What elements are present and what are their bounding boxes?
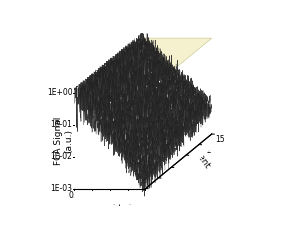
Polygon shape	[132, 40, 203, 157]
Polygon shape	[81, 83, 152, 199]
Text: 0.2: 0.2	[104, 191, 116, 200]
Text: 9: 9	[190, 156, 195, 165]
Polygon shape	[123, 47, 195, 164]
Text: Time ( μs): Time ( μs)	[87, 198, 133, 206]
Text: 1E-02: 1E-02	[51, 152, 73, 161]
Polygon shape	[117, 53, 188, 169]
Polygon shape	[126, 46, 197, 162]
Polygon shape	[74, 38, 212, 93]
Polygon shape	[106, 62, 178, 178]
Polygon shape	[141, 34, 212, 150]
Polygon shape	[102, 65, 173, 182]
Polygon shape	[76, 86, 148, 203]
Polygon shape	[78, 84, 150, 201]
Polygon shape	[89, 76, 161, 192]
Text: 0.3: 0.3	[122, 191, 134, 200]
Polygon shape	[134, 39, 205, 155]
Polygon shape	[96, 70, 167, 187]
Polygon shape	[83, 81, 154, 198]
Polygon shape	[136, 37, 208, 154]
Polygon shape	[111, 58, 182, 175]
Polygon shape	[115, 55, 186, 171]
Text: 0.1: 0.1	[86, 191, 98, 200]
Text: 1E-01: 1E-01	[51, 120, 73, 129]
Polygon shape	[85, 79, 156, 196]
Text: 1E-03: 1E-03	[51, 184, 73, 193]
Polygon shape	[138, 35, 210, 152]
Text: 3: 3	[162, 179, 167, 188]
Polygon shape	[108, 60, 180, 176]
Polygon shape	[93, 72, 165, 189]
Text: FCA Signal
(a.u.): FCA Signal (a.u.)	[54, 116, 73, 165]
Text: 12: 12	[203, 146, 212, 155]
Polygon shape	[121, 49, 193, 166]
Polygon shape	[113, 56, 184, 173]
Polygon shape	[130, 42, 201, 159]
Polygon shape	[74, 88, 146, 204]
Polygon shape	[128, 44, 199, 160]
Text: 1E+00: 1E+00	[47, 88, 73, 97]
Text: 6: 6	[175, 169, 180, 178]
Polygon shape	[119, 51, 190, 168]
Polygon shape	[91, 74, 163, 190]
Text: 0.0: 0.0	[68, 191, 80, 200]
Text: 0: 0	[149, 190, 154, 199]
Polygon shape	[87, 77, 158, 194]
Polygon shape	[100, 67, 171, 183]
Text: 15: 15	[215, 135, 225, 144]
Text: 0.4: 0.4	[139, 191, 151, 200]
Text: Movement
(μm): Movement (μm)	[168, 126, 211, 176]
Polygon shape	[98, 68, 169, 185]
Polygon shape	[104, 63, 176, 180]
